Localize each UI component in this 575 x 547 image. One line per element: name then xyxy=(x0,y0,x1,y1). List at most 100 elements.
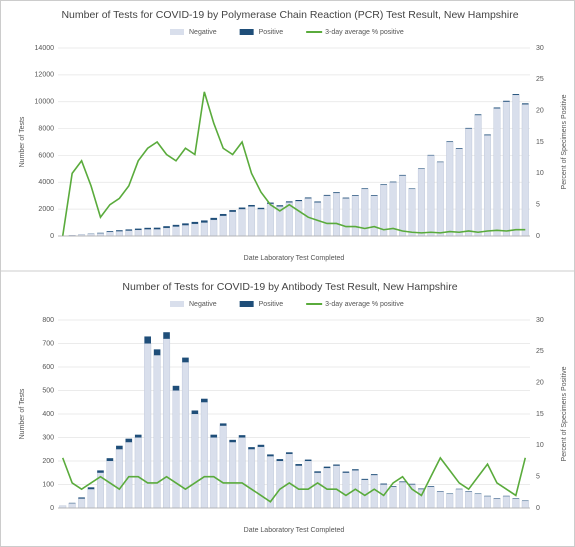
bar xyxy=(512,498,520,509)
y2-tick-label: 0 xyxy=(536,233,540,240)
bar xyxy=(257,444,265,447)
bar xyxy=(144,336,151,344)
bar xyxy=(276,460,284,509)
bar xyxy=(134,229,142,237)
bar xyxy=(248,447,255,450)
bar xyxy=(333,192,340,194)
bar xyxy=(134,434,142,438)
bar xyxy=(427,154,435,156)
bar xyxy=(512,94,520,95)
bar xyxy=(181,225,189,237)
bar xyxy=(219,425,227,509)
bar xyxy=(116,445,123,450)
y-tick-label: 0 xyxy=(50,233,54,240)
bar xyxy=(399,174,406,176)
y2-tick-label: 15 xyxy=(536,139,544,146)
bar xyxy=(493,498,501,509)
bar xyxy=(380,184,387,185)
bar xyxy=(144,227,151,230)
bar xyxy=(295,200,303,237)
bar xyxy=(512,94,520,237)
bar xyxy=(285,201,293,203)
bar xyxy=(361,188,369,189)
bar xyxy=(503,100,510,102)
bar xyxy=(115,449,123,509)
bar xyxy=(285,453,293,509)
bar xyxy=(418,168,425,169)
bar xyxy=(68,503,76,509)
bar xyxy=(238,207,246,210)
bar xyxy=(521,104,529,237)
bar xyxy=(436,491,444,509)
bar xyxy=(465,127,472,129)
bar xyxy=(163,226,170,228)
bar xyxy=(163,332,170,339)
bar xyxy=(200,222,208,237)
y-tick-label: 600 xyxy=(42,364,54,371)
bar xyxy=(267,202,274,204)
bar xyxy=(144,229,152,237)
bar xyxy=(163,338,171,509)
bar xyxy=(455,148,463,149)
bar xyxy=(342,197,350,199)
bar xyxy=(276,205,284,207)
y-tick-label: 4000 xyxy=(38,179,54,186)
y2-tick-label: 20 xyxy=(536,380,544,387)
bar xyxy=(323,195,331,237)
bar xyxy=(342,198,350,237)
bar xyxy=(125,442,133,509)
bar xyxy=(248,206,256,237)
y2-tick-label: 10 xyxy=(536,170,544,177)
bar xyxy=(295,200,303,202)
bar xyxy=(314,471,321,473)
bar xyxy=(314,201,321,203)
bar xyxy=(97,232,104,234)
bar xyxy=(380,483,387,485)
y-tick-label: 400 xyxy=(42,411,54,418)
bar xyxy=(333,464,340,466)
legend-label: Positive xyxy=(259,301,284,308)
y2-tick-label: 0 xyxy=(536,505,540,512)
bar xyxy=(474,114,482,116)
bar xyxy=(493,107,501,109)
bar xyxy=(257,446,265,509)
bar xyxy=(172,226,180,237)
chart-title: Number of Tests for COVID-19 by Polymera… xyxy=(61,9,518,21)
bar xyxy=(342,471,350,473)
bar xyxy=(78,498,86,509)
bar xyxy=(465,128,473,237)
y-tick-label: 0 xyxy=(50,505,54,512)
bar xyxy=(210,434,218,438)
bar xyxy=(238,437,246,509)
bar xyxy=(200,402,208,509)
bar xyxy=(87,489,95,509)
bar xyxy=(229,442,237,509)
y2-tick-label: 5 xyxy=(536,202,540,209)
bar xyxy=(389,486,397,487)
bar xyxy=(389,486,397,509)
bar xyxy=(134,228,142,230)
legend-swatch xyxy=(239,301,254,307)
y-tick-label: 200 xyxy=(42,458,54,465)
bar xyxy=(115,231,123,237)
bar xyxy=(210,219,218,237)
bar xyxy=(304,459,312,461)
line xyxy=(61,456,527,503)
legend-label: 3-day average % positive xyxy=(325,29,404,36)
y2-tick-label: 20 xyxy=(536,108,544,115)
bar xyxy=(125,438,133,443)
bar xyxy=(352,195,359,196)
bar xyxy=(455,489,463,509)
bar xyxy=(455,148,463,237)
bar xyxy=(172,224,180,227)
bar xyxy=(116,230,123,232)
bar xyxy=(484,135,492,237)
bar xyxy=(276,459,284,461)
bar xyxy=(304,197,312,199)
bar xyxy=(304,460,312,509)
y-tick-label: 2000 xyxy=(38,206,54,213)
y-axis-title: Number of Tests xyxy=(19,388,26,439)
bar xyxy=(427,486,435,509)
bar xyxy=(172,390,180,509)
